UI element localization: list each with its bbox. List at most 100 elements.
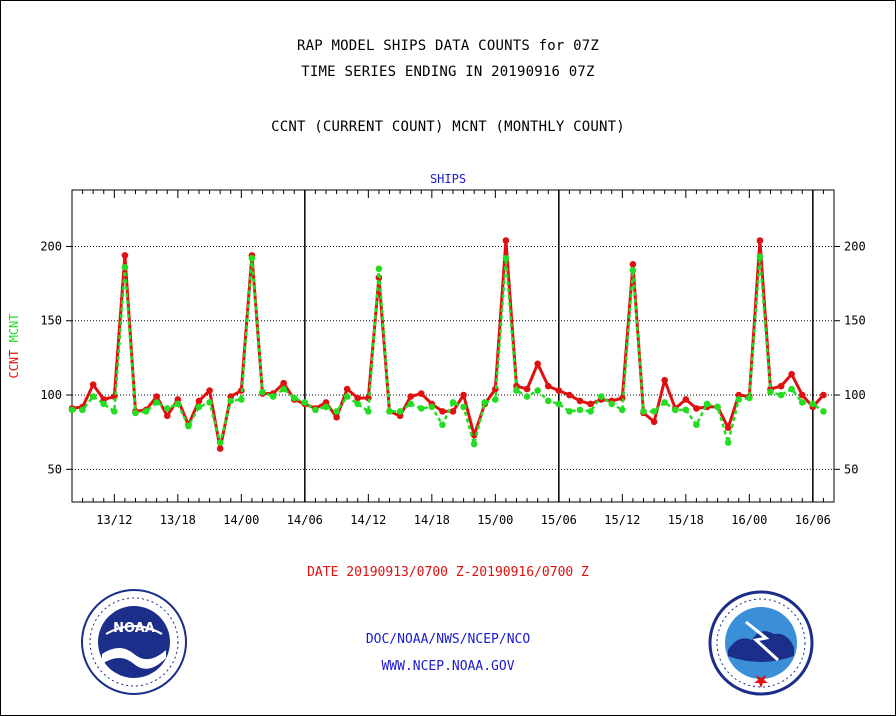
data-point-mcnt — [322, 403, 330, 411]
data-point-ccnt — [777, 382, 785, 390]
x-tick-label: 15/18 — [668, 513, 704, 527]
x-tick-label: 15/06 — [541, 513, 577, 527]
chart-title-line2: TIME SERIES ENDING IN 20190916 07Z — [301, 64, 595, 80]
data-point-mcnt — [756, 253, 764, 261]
data-point-mcnt — [185, 422, 192, 430]
data-point-mcnt — [703, 400, 711, 408]
series-line-mcnt — [72, 255, 825, 446]
data-point-mcnt — [629, 266, 637, 274]
data-point-mcnt — [375, 265, 383, 273]
url-link[interactable]: WWW.NCEP.NOAA.GOV — [381, 659, 515, 674]
data-point-mcnt — [523, 393, 531, 400]
data-point-mcnt — [163, 405, 171, 412]
data-point-mcnt — [534, 387, 541, 394]
data-point-ccnt — [534, 360, 541, 368]
x-tick-label: 14/18 — [414, 513, 450, 527]
data-point-ccnt — [460, 391, 467, 399]
data-point-mcnt — [449, 399, 457, 406]
data-point-ccnt — [216, 445, 224, 452]
y-tick-label-left: 50 — [48, 462, 62, 476]
x-tick-label: 13/18 — [160, 513, 196, 527]
data-point-mcnt — [777, 391, 785, 399]
chart-title-line1: RAP MODEL SHIPS DATA COUNTS for 07Z — [296, 38, 599, 54]
data-point-mcnt — [597, 393, 605, 400]
data-point-mcnt — [269, 393, 277, 400]
data-point-mcnt — [407, 400, 414, 408]
x-tick-label: 14/06 — [287, 513, 323, 527]
data-point-ccnt — [121, 252, 129, 259]
data-point-mcnt — [735, 396, 743, 403]
y-tick-label-left: 200 — [40, 239, 62, 253]
data-point-ccnt — [788, 370, 795, 378]
data-point-mcnt — [619, 406, 626, 414]
data-point-mcnt — [555, 400, 563, 408]
data-point-mcnt — [280, 385, 287, 393]
data-point-mcnt — [111, 408, 118, 415]
org-label: DOC/NOAA/NWS/NCEP/NCO — [365, 632, 531, 647]
data-point-ccnt — [820, 391, 827, 399]
data-point-mcnt — [693, 421, 700, 429]
data-point-mcnt — [788, 385, 795, 393]
data-point-ccnt — [587, 400, 594, 408]
data-point-ccnt — [333, 414, 340, 421]
data-point-mcnt — [671, 406, 679, 414]
data-point-ccnt — [682, 396, 690, 403]
data-point-mcnt — [682, 406, 690, 414]
data-point-ccnt — [724, 424, 732, 432]
noaa-logo-text: NOAA — [113, 621, 155, 636]
data-point-ccnt — [523, 385, 531, 393]
data-point-ccnt — [407, 393, 414, 400]
data-point-mcnt — [608, 400, 616, 408]
plot-title: SHIPS — [429, 172, 467, 186]
data-point-ccnt — [661, 376, 668, 384]
x-tick-label: 14/00 — [223, 513, 259, 527]
y-tick-label-right: 150 — [844, 314, 866, 328]
data-point-mcnt — [290, 394, 298, 402]
data-point-mcnt — [142, 408, 150, 415]
nws-logo-icon — [708, 590, 814, 696]
data-point-mcnt — [576, 406, 584, 414]
data-point-mcnt — [333, 408, 340, 415]
data-point-mcnt — [492, 396, 499, 403]
data-point-ccnt — [693, 405, 700, 412]
data-point-mcnt — [513, 387, 520, 394]
data-point-mcnt — [89, 393, 97, 400]
plot-area-border — [71, 189, 835, 503]
y-tick-label-right: 50 — [844, 462, 858, 476]
data-point-mcnt — [343, 393, 351, 400]
data-point-ccnt — [576, 397, 584, 405]
data-point-ccnt — [417, 390, 425, 397]
x-tick-label: 16/06 — [795, 513, 831, 527]
data-point-ccnt — [756, 237, 764, 244]
data-point-mcnt — [544, 397, 552, 405]
data-point-mcnt — [820, 408, 827, 415]
y-tick-label-left: 150 — [40, 314, 62, 328]
data-point-mcnt — [195, 403, 203, 411]
data-point-mcnt — [153, 399, 160, 406]
x-tick-label: 15/12 — [604, 513, 640, 527]
data-point-mcnt — [386, 408, 393, 415]
data-point-mcnt — [767, 388, 774, 396]
data-point-mcnt — [100, 400, 108, 408]
data-point-mcnt — [365, 408, 372, 415]
data-point-ccnt — [354, 394, 362, 402]
data-point-mcnt — [216, 439, 224, 446]
data-point-mcnt — [714, 403, 721, 411]
data-point-ccnt — [343, 385, 351, 393]
data-point-mcnt — [301, 399, 309, 406]
data-point-ccnt — [449, 408, 457, 415]
data-point-mcnt — [746, 394, 753, 402]
data-point-mcnt — [661, 399, 668, 406]
data-point-ccnt — [650, 418, 658, 426]
data-point-mcnt — [248, 255, 256, 262]
chart-title-line3: CCNT (CURRENT COUNT) MCNT (MONTHLY COUNT… — [271, 119, 625, 135]
data-point-mcnt — [798, 399, 806, 406]
y-axis-label: CCNT MCNT — [7, 313, 21, 378]
y-axis-label-mcnt: MCNT — [7, 313, 21, 342]
data-point-ccnt — [153, 393, 160, 400]
data-point-mcnt — [640, 408, 647, 415]
data-point-mcnt — [470, 440, 478, 448]
data-point-ccnt — [555, 387, 563, 394]
data-point-ccnt — [544, 382, 552, 390]
